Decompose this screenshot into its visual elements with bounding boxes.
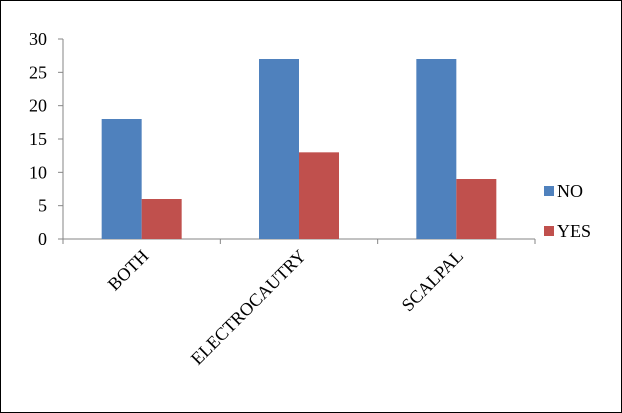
y-axis: 0 5 10 15 20 25 30 <box>29 29 64 249</box>
y-tick-label: 10 <box>29 162 47 182</box>
bar-no-electrocautry <box>259 59 299 239</box>
legend-label-no: NO <box>557 181 583 201</box>
y-tick-label: 15 <box>29 129 47 149</box>
y-tick-label: 5 <box>38 196 47 216</box>
legend: NO YES <box>544 181 591 241</box>
bar-yes-electrocautry <box>299 152 339 239</box>
legend-swatch-yes <box>544 226 554 236</box>
x-category-label: ELECTROCAUTRY <box>187 246 310 369</box>
y-tick-label: 0 <box>38 229 47 249</box>
bar-no-both <box>101 119 142 239</box>
bar-yes-both <box>141 199 182 239</box>
y-tick-label: 20 <box>29 96 47 116</box>
x-axis: BOTH ELECTROCAUTRY SCALPAL <box>62 238 536 369</box>
legend-swatch-no <box>544 186 554 196</box>
legend-label-yes: YES <box>557 221 591 241</box>
bars <box>101 59 497 239</box>
y-tick-label: 25 <box>29 62 47 82</box>
x-category-label: SCALPAL <box>398 246 468 316</box>
bar-no-scalpal <box>416 59 457 239</box>
bar-yes-scalpal <box>456 179 497 239</box>
y-tick-label: 30 <box>29 29 47 49</box>
x-category-label: BOTH <box>104 246 153 295</box>
